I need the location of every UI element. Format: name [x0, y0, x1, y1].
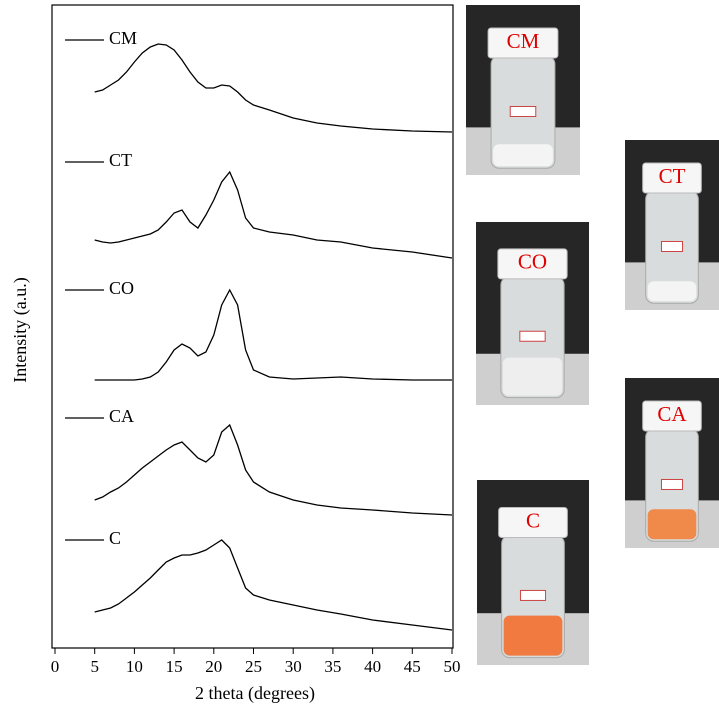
legend-label: CT [109, 150, 132, 170]
photo-label: CA [657, 402, 687, 426]
xrd-trace [94, 288, 452, 381]
vial-cap [642, 400, 702, 432]
x-tick-label: 0 [51, 657, 60, 676]
photo-label: CM [507, 29, 540, 53]
x-tick-label: 5 [90, 657, 99, 676]
x-axis-label: 2 theta (degrees) [195, 683, 315, 704]
x-tick-label: 25 [245, 657, 262, 676]
y-axis-label: Intensity (a.u.) [10, 277, 31, 382]
x-tick-label: 10 [126, 657, 143, 676]
vial-cap [498, 507, 568, 538]
photo: CM [466, 5, 580, 175]
xrd-trace [94, 43, 453, 133]
xrd-trace [94, 170, 453, 259]
photo-label: C [526, 508, 540, 532]
x-tick-label: 50 [444, 657, 461, 676]
plot-frame [51, 4, 454, 649]
photo: C [477, 480, 589, 665]
photo-label: CT [659, 164, 686, 188]
legend-label: CA [109, 406, 134, 426]
xrd-trace [94, 539, 453, 631]
x-tick-label: 30 [285, 657, 302, 676]
vial-contents [493, 144, 553, 167]
vial-label [519, 589, 547, 601]
vial-label [660, 478, 684, 490]
x-tick-label: 20 [205, 657, 222, 676]
x-tick-label: 40 [364, 657, 381, 676]
legend-label: CM [109, 28, 137, 48]
photo: CT [625, 140, 719, 310]
x-tick-label: 35 [324, 657, 341, 676]
vial-contents [647, 281, 697, 302]
vial-contents [503, 615, 563, 656]
vial-cap [642, 162, 702, 194]
vial-label [660, 240, 684, 252]
vial-cap [497, 248, 568, 280]
xrd-trace [94, 423, 453, 516]
legend-label: C [109, 528, 121, 548]
vial-contents [647, 509, 697, 540]
vial-cap [487, 27, 559, 59]
vial-label [509, 105, 537, 117]
x-tick-label: 45 [404, 657, 421, 676]
legend-label: CO [109, 278, 134, 298]
vial-label [519, 330, 546, 342]
photo: CO [476, 222, 589, 405]
photo: CA [625, 378, 719, 548]
vial-contents [502, 357, 563, 396]
photo-label: CO [518, 250, 547, 274]
x-tick-label: 15 [166, 657, 183, 676]
